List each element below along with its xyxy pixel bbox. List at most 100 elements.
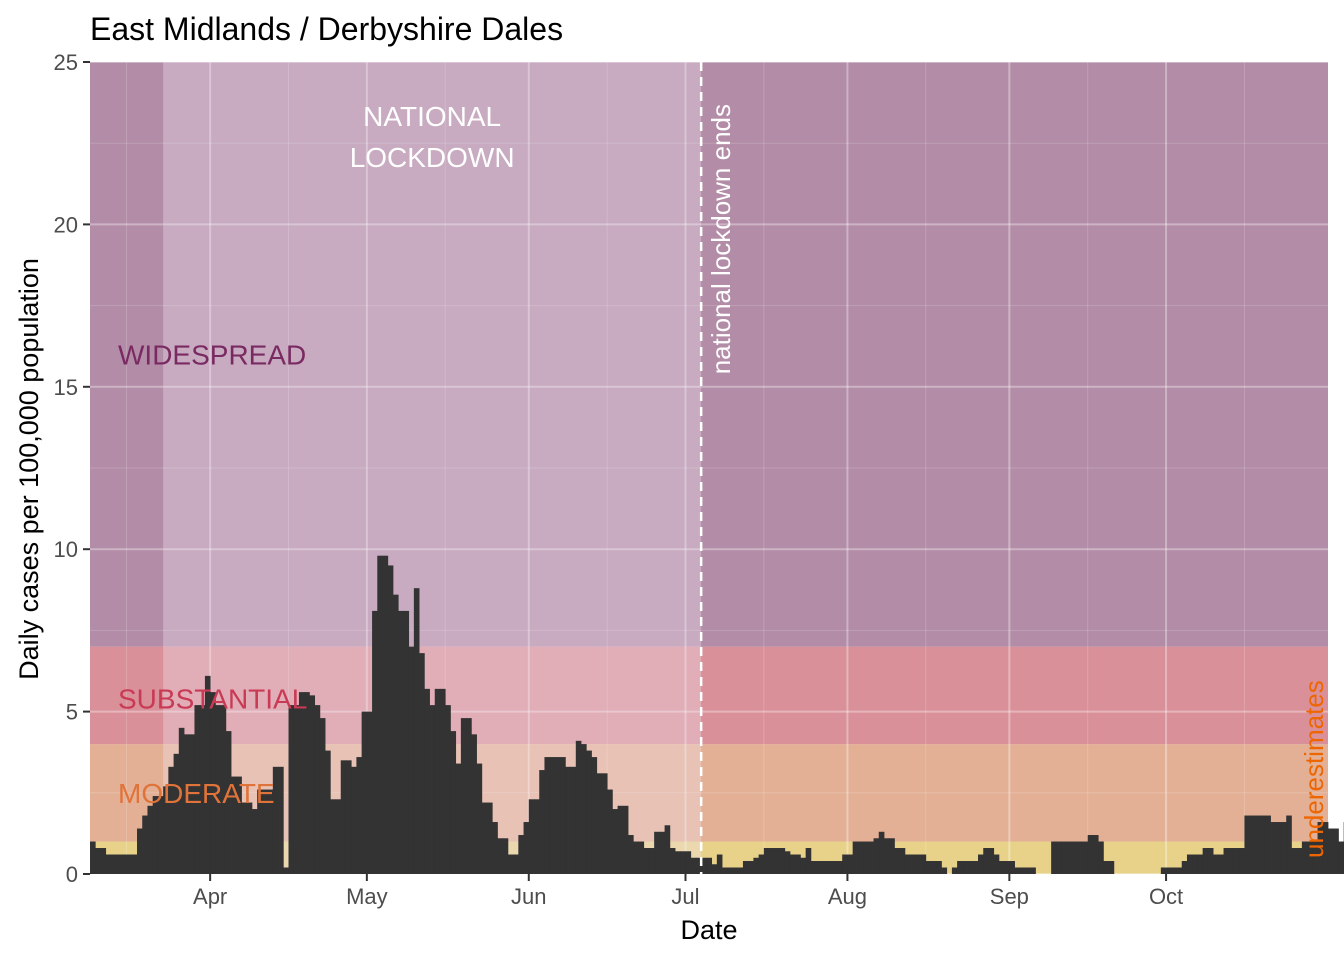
bar — [142, 816, 148, 874]
bar — [654, 832, 660, 874]
bar — [482, 803, 488, 874]
bar — [1103, 861, 1109, 874]
bar — [936, 861, 942, 874]
bar — [879, 832, 885, 874]
bar — [994, 855, 1000, 874]
bar — [362, 712, 368, 874]
bar — [853, 842, 859, 874]
bar — [341, 760, 347, 874]
bar — [90, 842, 96, 874]
bar — [1171, 868, 1177, 874]
bar — [659, 832, 665, 874]
bar — [858, 842, 864, 874]
bar — [414, 588, 420, 874]
bar — [706, 858, 712, 874]
bar — [299, 692, 305, 874]
x-tick-label: Apr — [193, 884, 227, 909]
bar — [1161, 868, 1167, 874]
bar — [973, 861, 979, 874]
bar — [827, 861, 833, 874]
bar — [1067, 842, 1073, 874]
bar — [1082, 842, 1088, 874]
bar — [915, 855, 921, 874]
bar — [847, 855, 853, 874]
bar — [680, 851, 686, 874]
bar — [900, 848, 906, 874]
bar — [288, 705, 294, 874]
y-tick-label: 0 — [66, 862, 78, 887]
bar — [602, 773, 608, 874]
bar — [336, 799, 342, 874]
bar — [544, 757, 550, 874]
bar — [712, 864, 718, 874]
bar — [633, 842, 639, 874]
bar — [398, 611, 404, 874]
bar — [571, 767, 577, 874]
bar — [383, 556, 389, 874]
bar — [738, 868, 744, 874]
y-tick-label: 20 — [54, 212, 78, 237]
bar — [894, 848, 900, 874]
bar — [356, 757, 362, 874]
bar — [1177, 868, 1183, 874]
bar — [586, 751, 592, 874]
bar — [1234, 848, 1240, 874]
band-label-moderate: MODERATE — [118, 778, 275, 809]
bar — [790, 855, 796, 874]
bar — [821, 861, 827, 874]
bar — [1056, 842, 1062, 874]
bar — [1291, 848, 1297, 874]
bar — [722, 868, 728, 874]
x-tick-label: Jul — [671, 884, 699, 909]
bar — [116, 855, 122, 874]
bar — [466, 718, 472, 874]
bar — [456, 764, 462, 874]
bar — [1015, 868, 1021, 874]
bar — [597, 773, 603, 874]
bar — [717, 855, 723, 874]
y-tick-label: 5 — [66, 700, 78, 725]
bar — [147, 806, 153, 874]
bar — [435, 689, 441, 874]
bar — [424, 689, 430, 874]
bar — [565, 767, 571, 874]
bar — [1166, 868, 1172, 874]
chart-title: East Midlands / Derbyshire Dales — [90, 11, 563, 47]
bar — [252, 809, 258, 874]
bar — [95, 848, 101, 874]
x-tick-label: Aug — [828, 884, 867, 909]
bar — [1182, 861, 1188, 874]
bar — [1088, 835, 1094, 874]
bar — [1265, 816, 1271, 874]
bar — [247, 803, 253, 874]
bar — [628, 835, 634, 874]
bar — [1281, 822, 1287, 874]
bar — [560, 757, 566, 874]
bar — [1093, 835, 1099, 874]
bar — [367, 712, 373, 874]
bar — [1203, 848, 1209, 874]
bar — [477, 764, 483, 874]
bar — [121, 855, 127, 874]
bar — [665, 825, 671, 874]
bar — [1250, 816, 1256, 874]
bar — [868, 842, 874, 874]
bar — [1187, 855, 1193, 874]
bar — [941, 868, 947, 874]
bar — [524, 822, 530, 874]
bar — [1338, 842, 1344, 874]
bar — [926, 861, 932, 874]
bar — [471, 734, 477, 874]
band-label-widespread: WIDESPREAD — [118, 339, 306, 370]
bar — [962, 861, 968, 874]
bar — [780, 848, 786, 874]
bar — [1098, 842, 1104, 874]
bar — [884, 838, 890, 874]
bar — [952, 868, 958, 874]
bar — [1224, 848, 1230, 874]
bar — [377, 556, 383, 874]
bar — [555, 757, 561, 874]
bar — [1255, 816, 1261, 874]
bar — [1072, 842, 1078, 874]
